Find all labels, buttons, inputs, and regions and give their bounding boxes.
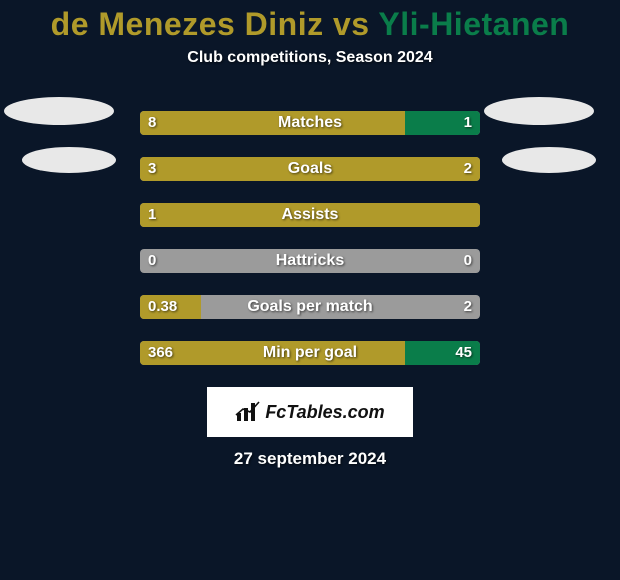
subtitle: Club competitions, Season 2024: [0, 49, 620, 67]
title-player2: Yli-Hietanen: [378, 6, 569, 42]
stat-fill-left: [140, 111, 405, 135]
stat-row: 00Hattricks: [140, 249, 480, 273]
avatar-placeholder-left-1: [4, 97, 114, 125]
stat-value-right: 2: [456, 295, 480, 319]
stat-row: 1Assists: [140, 203, 480, 227]
stat-value-right: 2: [456, 157, 480, 181]
footer-brand-text: FcTables.com: [265, 402, 384, 423]
page-title: de Menezes Diniz vs Yli-Hietanen: [0, 0, 620, 43]
stat-value-left: 3: [140, 157, 164, 181]
stat-row-bg: [140, 249, 480, 273]
stat-row: 36645Min per goal: [140, 341, 480, 365]
stat-value-left: 0: [140, 249, 164, 273]
stat-value-left: 366: [140, 341, 181, 365]
stat-value-left: 8: [140, 111, 164, 135]
stats-area: 81Matches32Goals1Assists00Hattricks0.382…: [0, 111, 620, 365]
chart-icon: [235, 401, 261, 423]
comparison-infographic: de Menezes Diniz vs Yli-Hietanen Club co…: [0, 0, 620, 580]
stat-value-right: 45: [447, 341, 480, 365]
stat-value-left: 0.38: [140, 295, 185, 319]
stat-row: 81Matches: [140, 111, 480, 135]
avatar-placeholder-right-1: [484, 97, 594, 125]
stat-value-right: 0: [456, 249, 480, 273]
stat-value-right: 1: [456, 111, 480, 135]
date-text: 27 september 2024: [0, 449, 620, 469]
title-vs: vs: [324, 6, 379, 42]
stat-row: 0.382Goals per match: [140, 295, 480, 319]
stat-fill-left: [140, 203, 480, 227]
stat-row: 32Goals: [140, 157, 480, 181]
avatar-placeholder-right-2: [502, 147, 596, 173]
footer-logo: FcTables.com: [235, 401, 384, 423]
stat-fill-left: [140, 157, 480, 181]
avatar-placeholder-left-2: [22, 147, 116, 173]
title-player1: de Menezes Diniz: [51, 6, 324, 42]
footer-logo-box: FcTables.com: [207, 387, 413, 437]
stat-value-left: 1: [140, 203, 164, 227]
